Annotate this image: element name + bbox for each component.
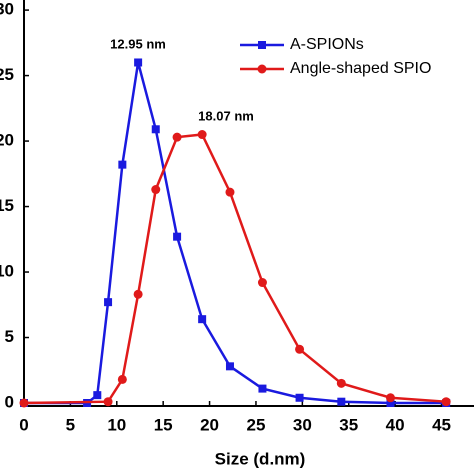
x-tick-label: 30	[293, 415, 312, 434]
marker	[19, 398, 29, 408]
line	[23, 133, 447, 405]
marker	[134, 58, 143, 67]
marker	[258, 384, 267, 393]
marker	[386, 399, 395, 407]
marker	[441, 397, 451, 407]
y-tick-label: 25	[0, 65, 14, 84]
marker	[104, 298, 113, 307]
y-tick-label: 0	[5, 392, 14, 411]
marker	[172, 132, 182, 142]
legend-label: Angle-shaped SPIO	[290, 60, 431, 77]
marker	[151, 125, 160, 134]
x-tick-label: 35	[339, 415, 358, 434]
y-tick-label: 5	[5, 327, 14, 346]
marker	[173, 232, 182, 241]
y-tick-label: 30	[0, 0, 14, 19]
x-tick-label: 0	[19, 415, 28, 434]
y-tick-label: 10	[0, 262, 14, 281]
y-tick-label: 15	[0, 196, 14, 215]
marker	[385, 393, 395, 403]
x-axis-label: Size (d.nm)	[215, 449, 306, 468]
marker	[118, 160, 127, 169]
marker	[225, 187, 235, 197]
x-tick-label: 25	[246, 415, 265, 434]
marker	[103, 397, 113, 407]
x-tick-label: 40	[386, 415, 405, 434]
marker	[93, 391, 102, 400]
marker	[117, 374, 127, 384]
x-tick-label: 20	[200, 415, 219, 434]
marker	[197, 130, 207, 140]
x-tick-label: 10	[107, 415, 126, 434]
legend-marker	[257, 64, 267, 74]
marker	[198, 315, 207, 324]
legend-marker	[258, 41, 266, 49]
marker	[336, 378, 346, 388]
annotation: 18.07 nm	[198, 108, 254, 123]
x-tick-label: 45	[432, 415, 451, 434]
legend-label: A-SPIONs	[290, 36, 364, 53]
x-tick-label: 5	[66, 415, 75, 434]
marker	[295, 393, 304, 402]
marker	[337, 397, 346, 406]
x-tick-label: 15	[154, 415, 173, 434]
marker	[225, 362, 234, 371]
annotation: 12.95 nm	[110, 36, 166, 51]
marker	[257, 278, 267, 288]
marker	[133, 289, 143, 299]
marker	[295, 344, 305, 354]
marker	[151, 185, 161, 195]
y-tick-label: 20	[0, 131, 14, 150]
